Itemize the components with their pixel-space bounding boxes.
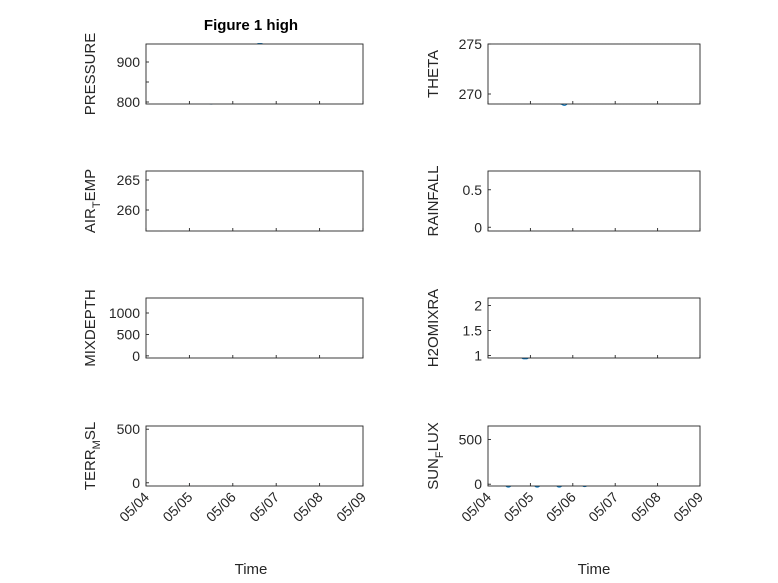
- plot-frame: [145, 170, 364, 232]
- y-tick-label: 1.5: [463, 323, 483, 339]
- y-axis-label-part: TERR: [82, 449, 99, 490]
- y-tick-label: 0: [474, 476, 482, 492]
- plot-frame: [487, 43, 701, 105]
- subplot-3: 260 265 AIRTEMP: [82, 169, 364, 233]
- plot-frame: [145, 43, 364, 105]
- y-axis-label-part: LUX: [425, 422, 442, 451]
- y-axis-label: SUNFLUX: [425, 422, 446, 490]
- y-tick-label: 260: [117, 202, 141, 218]
- plot-frame: [487, 425, 701, 487]
- y-tick-label: 265: [117, 172, 141, 188]
- y-axis-label: THETA: [425, 50, 442, 98]
- y-tick-label: 0: [132, 475, 140, 491]
- y-tick-label: 0: [132, 348, 140, 364]
- subplot-4: 0 0.5 RAINFALL: [425, 166, 701, 237]
- y-tick-label: 500: [117, 421, 141, 437]
- subplot-2: 270 275 THETA: [425, 36, 701, 106]
- subplot-6: 1 1.5 2 H2OMIXRA: [425, 289, 701, 367]
- y-tick-label: 500: [459, 431, 483, 447]
- y-tick-label: 275: [459, 36, 483, 52]
- y-tick-label: 0: [474, 219, 482, 235]
- y-axis-label-subscript: T: [91, 201, 103, 208]
- y-tick-label: 1: [474, 348, 482, 364]
- plot-frame: [145, 425, 364, 487]
- x-axis-label-right: Time: [578, 561, 611, 578]
- figure-title: Figure 1 high: [204, 17, 298, 34]
- subplot-5: 0 500 1000 MIXDEPTH: [82, 289, 364, 367]
- y-axis-label-subscript: M: [91, 440, 103, 449]
- plot-frame: [487, 297, 701, 359]
- y-axis-label-part: EMP: [82, 169, 99, 202]
- y-axis-label-part: SUN: [425, 458, 442, 490]
- subplot-1: 800 900 PRESSURE: [82, 33, 364, 116]
- y-tick-label: 270: [459, 86, 483, 102]
- y-tick-label: 0.5: [463, 182, 483, 198]
- plot-frame: [487, 170, 701, 232]
- y-axis-label: PRESSURE: [82, 33, 99, 116]
- y-axis-label: RAINFALL: [425, 166, 442, 237]
- y-axis-label: TERRMSL: [82, 422, 103, 490]
- y-axis-label-part: SL: [82, 422, 99, 440]
- y-axis-label: H2OMIXRA: [425, 289, 442, 367]
- y-axis-label: AIRTEMP: [82, 169, 103, 233]
- y-axis-label-subscript: F: [434, 451, 446, 458]
- y-tick-label: 900: [117, 54, 141, 70]
- plot-frame: [145, 297, 364, 359]
- x-axis-label-left: Time: [235, 561, 268, 578]
- y-tick-label: 2: [474, 298, 482, 314]
- y-axis-label: MIXDEPTH: [82, 289, 99, 367]
- y-tick-label: 800: [117, 94, 141, 110]
- y-tick-label: 1000: [109, 305, 140, 321]
- y-axis-label-part: AIR: [82, 208, 99, 233]
- y-tick-label: 500: [117, 326, 141, 342]
